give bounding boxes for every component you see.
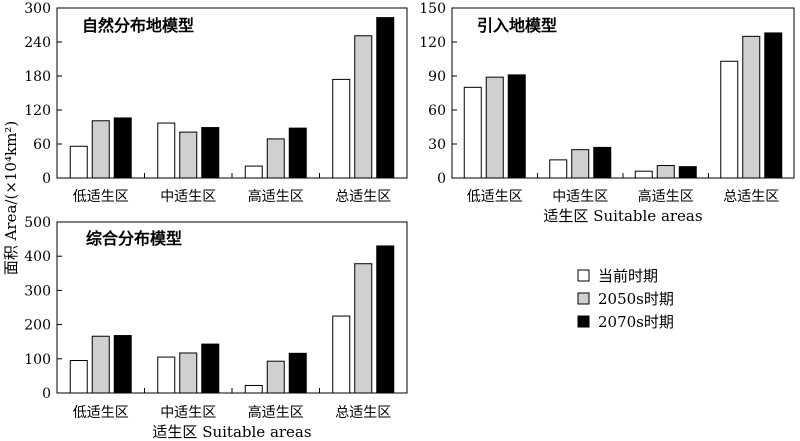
x-tick-label: 低适生区: [467, 189, 523, 205]
y-tick-label: 100: [24, 352, 51, 368]
bar-2-cat-2: [571, 149, 590, 179]
y-tick-label: 60: [428, 103, 446, 119]
legend: 当前时期 2050s时期 2070s时期: [577, 267, 674, 331]
legend-swatch-1: [577, 269, 590, 282]
bar-2-cat-4: [742, 35, 761, 179]
x-tick-label: 总适生区: [335, 405, 391, 421]
legend-swatch-2: [577, 292, 590, 305]
bar-1-cat-2: [157, 122, 176, 179]
bar-3-cat-4: [764, 32, 783, 179]
bar-3-cat-2: [201, 127, 220, 179]
bar-2-cat-1: [91, 335, 110, 394]
bar-2-cat-2: [179, 352, 198, 394]
y-tick-label: 400: [24, 249, 51, 265]
chart-title: 综合分布模型: [86, 229, 182, 248]
y-tick-label: 60: [33, 137, 51, 153]
bar-3-cat-3: [288, 352, 307, 394]
x-tick-label: 中适生区: [160, 189, 216, 205]
y-tick-label: 200: [24, 318, 51, 334]
bar-1-cat-2: [549, 159, 568, 179]
y-tick-label: 0: [42, 386, 51, 402]
y-tick-label: 120: [24, 103, 51, 119]
bar-3-cat-2: [201, 343, 220, 394]
legend-label-1: 当前时期: [598, 267, 658, 285]
bar-2-cat-4: [354, 35, 373, 179]
bar-3-cat-1: [507, 74, 526, 179]
x-tick-label: 高适生区: [248, 404, 304, 421]
bar-1-cat-3: [244, 165, 263, 179]
y-tick-label: 150: [419, 1, 446, 17]
bar-2-cat-1: [485, 76, 504, 179]
x-tick-label: 低适生区: [73, 405, 129, 421]
bar-3-cat-3: [678, 166, 697, 179]
bar-3-cat-3: [288, 127, 307, 179]
x-tick-label: 中适生区: [552, 189, 608, 205]
x-tick-label: 总适生区: [723, 189, 779, 205]
bar-1-cat-1: [463, 86, 482, 179]
y-tick-label: 0: [437, 171, 446, 187]
x-tick-label: 高适生区: [248, 188, 304, 205]
x-axis-label: 适生区 Suitable areas: [543, 207, 702, 225]
bar-1-cat-4: [332, 78, 351, 179]
bar-1-cat-1: [69, 360, 88, 394]
bar-2-cat-4: [354, 263, 373, 394]
bar-3-cat-4: [376, 17, 395, 179]
legend-label-2: 2050s时期: [598, 290, 674, 308]
y-tick-label: 300: [24, 1, 51, 17]
chart-title: 引入地模型: [477, 16, 557, 35]
bar-3-cat-4: [376, 245, 395, 394]
bar-1-cat-3: [634, 170, 653, 179]
bar-1-cat-4: [720, 60, 739, 179]
y-tick-label: 30: [428, 137, 446, 153]
bar-1-cat-1: [69, 145, 88, 179]
bar-1-cat-3: [244, 384, 263, 394]
y-tick-label: 240: [24, 35, 51, 51]
chart-title: 自然分布地模型: [82, 16, 194, 35]
y-tick-label: 90: [428, 69, 446, 85]
bar-2-cat-3: [266, 138, 285, 179]
bar-2-cat-3: [266, 360, 285, 394]
bar-2-cat-1: [91, 120, 110, 179]
x-axis-label: 适生区 Suitable areas: [152, 423, 311, 441]
y-tick-label: 0: [42, 171, 51, 187]
y-tick-label: 120: [419, 35, 446, 51]
bar-1-cat-4: [332, 315, 351, 394]
x-tick-label: 低适生区: [73, 189, 129, 205]
y-tick-label: 180: [24, 69, 51, 85]
bar-3-cat-1: [113, 117, 132, 179]
bar-1-cat-2: [157, 356, 176, 394]
bar-2-cat-2: [179, 131, 198, 179]
y-tick-label: 300: [24, 283, 51, 299]
y-tick-label: 500: [24, 215, 51, 231]
bar-3-cat-2: [593, 146, 612, 179]
bar-3-cat-1: [113, 335, 132, 394]
legend-swatch-3: [577, 315, 590, 328]
bar-2-cat-3: [656, 165, 675, 179]
x-tick-label: 总适生区: [335, 189, 391, 205]
legend-label-3: 2070s时期: [598, 313, 674, 331]
x-tick-label: 高适生区: [638, 188, 694, 205]
x-tick-label: 中适生区: [160, 405, 216, 421]
y-axis-label: 面积 Area/(×10⁴km²): [2, 121, 20, 275]
